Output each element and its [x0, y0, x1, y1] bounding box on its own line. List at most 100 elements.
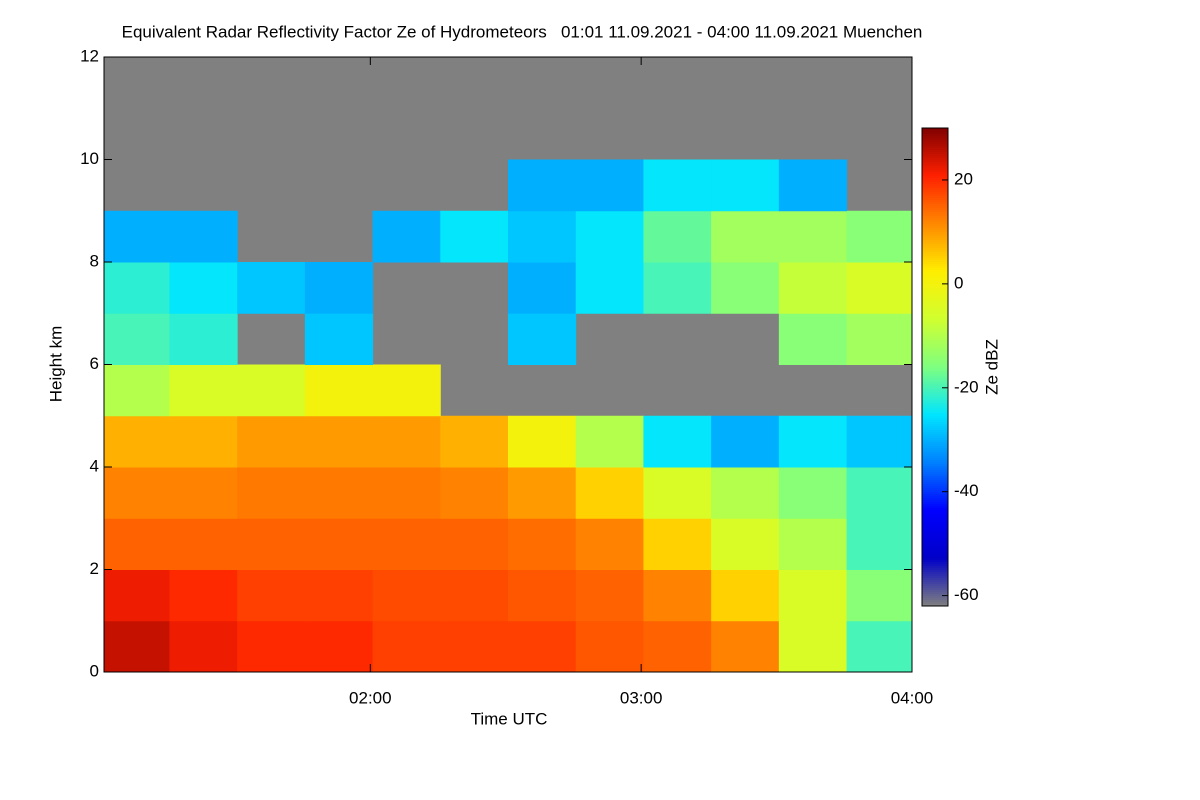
heatmap-cell: [711, 159, 780, 212]
colorbar-segment: [922, 586, 948, 589]
heatmap-cell: [440, 620, 509, 672]
chart-title: Equivalent Radar Reflectivity Factor Ze …: [122, 22, 923, 41]
colorbar-segment: [922, 490, 948, 493]
heatmap-cell: [575, 467, 644, 519]
colorbar-segment: [922, 380, 948, 383]
colorbar-segment: [922, 534, 948, 537]
heatmap-cell: [508, 620, 577, 672]
heatmap-cell: [372, 210, 441, 263]
heatmap-cell: [575, 262, 644, 314]
colorbar-segment: [922, 546, 948, 549]
heatmap-cell: [508, 262, 577, 314]
colorbar-segment: [922, 478, 948, 481]
colorbar-segment: [922, 480, 948, 483]
y-tick-label: 10: [80, 149, 99, 168]
colorbar-segment: [922, 302, 948, 305]
colorbar-segment: [922, 554, 948, 557]
colorbar-segment: [922, 444, 948, 447]
heatmap-cell: [846, 210, 912, 263]
colorbar-segment: [922, 506, 948, 509]
heatmap-cell: [304, 620, 374, 672]
heatmap-cell: [304, 467, 374, 519]
colorbar-segment: [922, 246, 948, 249]
heatmap-cell: [169, 569, 238, 622]
heatmap-cell: [304, 262, 374, 314]
colorbar-segment: [922, 518, 948, 521]
colorbar-segment: [922, 178, 948, 181]
colorbar-segment: [922, 220, 948, 223]
colorbar-segment: [922, 282, 948, 285]
heatmap-cell: [440, 569, 509, 622]
colorbar-segment: [922, 344, 948, 347]
colorbar-segment: [922, 290, 948, 293]
colorbar-segment: [922, 332, 948, 335]
colorbar-segment: [922, 182, 948, 185]
colorbar-segment: [922, 570, 948, 573]
y-tick-label: 8: [90, 251, 99, 270]
colorbar-segment: [922, 594, 948, 597]
colorbar-segment: [922, 278, 948, 281]
colorbar-segment: [922, 322, 948, 325]
colorbar-segment: [922, 260, 948, 263]
colorbar-segment: [922, 600, 948, 603]
colorbar-segment: [922, 412, 948, 415]
colorbar-segment: [922, 280, 948, 283]
y-tick-label: 4: [90, 456, 99, 475]
colorbar-segment: [922, 468, 948, 471]
colorbar-segment: [922, 526, 948, 529]
heatmap-cell: [372, 364, 441, 417]
heatmap-cell: [778, 415, 848, 468]
colorbar-segment: [922, 484, 948, 487]
colorbar-segment: [922, 304, 948, 307]
colorbar-segment: [922, 274, 948, 277]
colorbar-segment: [922, 416, 948, 419]
colorbar-segment: [922, 186, 948, 189]
colorbar-segment: [922, 326, 948, 329]
y-tick-label: 0: [90, 661, 99, 680]
heatmap: [104, 57, 912, 672]
colorbar-segment: [922, 262, 948, 265]
colorbar-segment: [922, 362, 948, 365]
heatmap-cell: [643, 210, 712, 263]
colorbar-label: Ze dBZ: [982, 339, 1001, 395]
heatmap-cell: [711, 569, 780, 622]
colorbar-segment: [922, 582, 948, 585]
colorbar-segment: [922, 410, 948, 413]
colorbar-segment: [922, 318, 948, 321]
heatmap-cell: [711, 210, 780, 263]
heatmap-cell: [778, 518, 848, 570]
colorbar-segment: [922, 470, 948, 473]
colorbar-segment: [922, 286, 948, 289]
heatmap-cell: [643, 467, 712, 519]
colorbar-segment: [922, 576, 948, 579]
colorbar-segment: [922, 402, 948, 405]
colorbar-segment: [922, 406, 948, 409]
colorbar-segment: [922, 264, 948, 267]
colorbar-segment: [922, 424, 948, 427]
colorbar-segment: [922, 592, 948, 595]
heatmap-cell: [104, 569, 170, 622]
colorbar-segment: [922, 254, 948, 257]
colorbar-segment: [922, 204, 948, 207]
colorbar-segment: [922, 142, 948, 145]
colorbar-segment: [922, 268, 948, 271]
colorbar-segment: [922, 556, 948, 559]
colorbar-segment: [922, 462, 948, 465]
colorbar-segment: [922, 420, 948, 423]
colorbar-segment: [922, 284, 948, 287]
colorbar-tick-label: 20: [954, 169, 973, 188]
colorbar-segment: [922, 434, 948, 437]
colorbar-segment: [922, 170, 948, 173]
colorbar-segment: [922, 294, 948, 297]
heatmap-cell: [104, 262, 170, 314]
colorbar-segment: [922, 232, 948, 235]
colorbar-segment: [922, 248, 948, 251]
colorbar-segment: [922, 512, 948, 515]
heatmap-cell: [508, 313, 577, 365]
heatmap-cell: [104, 313, 170, 365]
colorbar-segment: [922, 436, 948, 439]
colorbar-segment: [922, 446, 948, 449]
colorbar-segment: [922, 184, 948, 187]
colorbar-segment: [922, 150, 948, 153]
colorbar-segment: [922, 598, 948, 601]
